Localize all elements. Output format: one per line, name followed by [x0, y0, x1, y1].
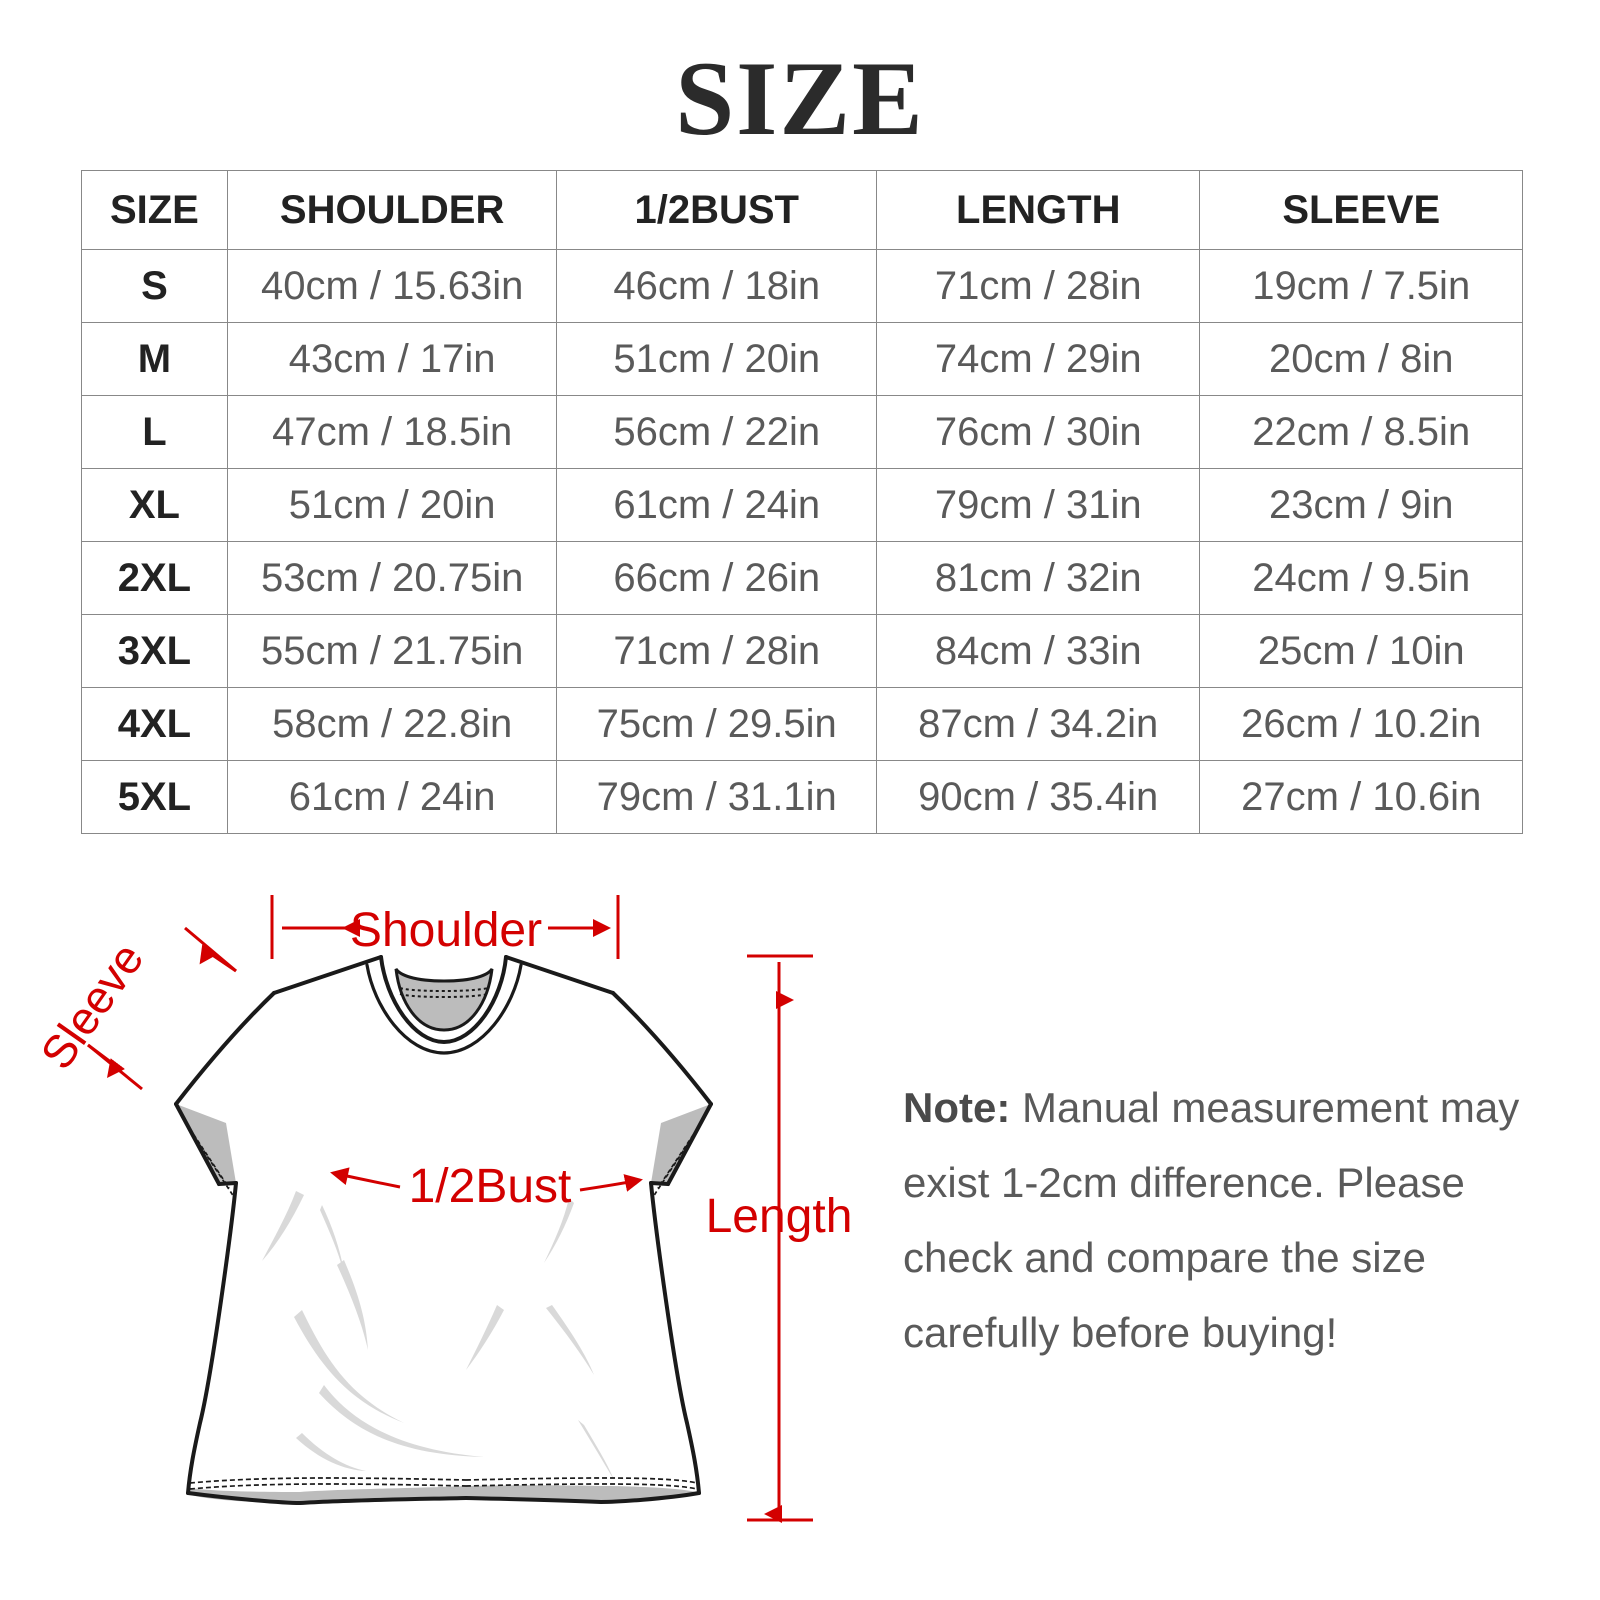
svg-text:Length: Length	[706, 1190, 853, 1243]
svg-text:Sleeve: Sleeve	[30, 933, 153, 1078]
svg-text:Shoulder: Shoulder	[350, 904, 542, 957]
svg-text:1/2Bust: 1/2Bust	[409, 1160, 572, 1213]
